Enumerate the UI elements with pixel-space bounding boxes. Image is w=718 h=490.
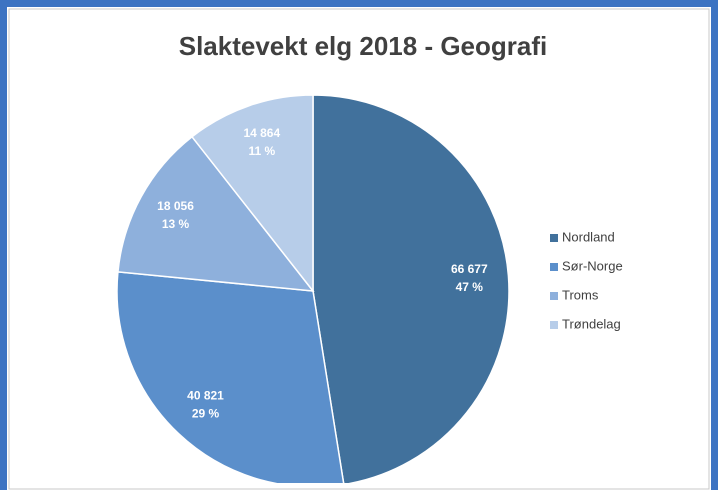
data-label: 14 864 — [243, 126, 280, 140]
legend-swatch — [550, 321, 558, 329]
legend-label: Nordland — [562, 229, 615, 244]
data-label-percent: 29 % — [192, 406, 220, 420]
legend-label: Trøndelag — [562, 316, 621, 331]
legend-swatch — [550, 292, 558, 300]
data-label: 18 056 — [157, 199, 194, 213]
pie-slice — [312, 94, 510, 483]
inner-frame — [8, 8, 710, 490]
legend-label: Troms — [562, 287, 599, 302]
chart-title: Slaktevekt elg 2018 - Geografi — [179, 31, 548, 61]
data-label: 66 677 — [451, 262, 488, 276]
legend-swatch — [550, 234, 558, 242]
pie-slice — [116, 271, 345, 483]
data-label-percent: 13 % — [162, 217, 190, 231]
data-label: 40 821 — [187, 388, 224, 402]
plot-area: 66 677 47 % 40 821 29 % 18 056 13 % 14 864 11 % — [116, 94, 510, 483]
legend-label: Sør-Norge — [562, 258, 623, 273]
legend-swatch — [550, 263, 558, 271]
pie-slice — [117, 135, 315, 292]
data-label-percent: 47 % — [456, 280, 484, 294]
data-label-percent: 11 % — [248, 144, 275, 158]
pie-slice — [190, 94, 314, 294]
